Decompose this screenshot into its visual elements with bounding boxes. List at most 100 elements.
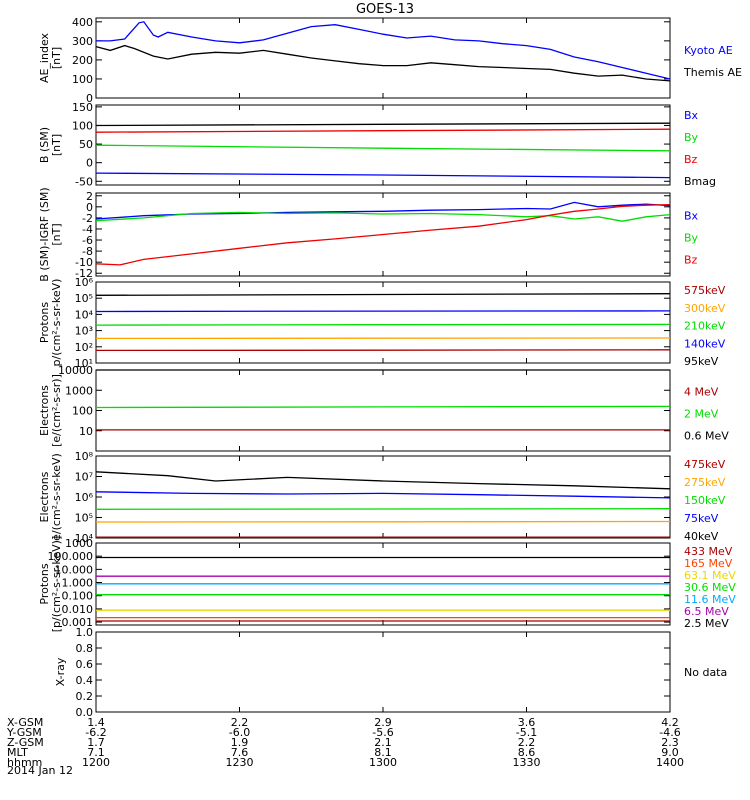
series-line-575kev — [95, 349, 671, 352]
legend-entry: 150keV — [684, 494, 726, 507]
legend-entry: 63.1 MeV — [684, 569, 736, 582]
y-tick-label: 10000 — [58, 364, 93, 377]
legend-entry: Bx — [684, 109, 699, 122]
panel-5: 10 100 1000 10000 Electrons [e/(cm²-s-sr)] 4 M… — [38, 364, 729, 452]
legend-entry: Kyoto AE — [684, 44, 733, 57]
series-line-bz — [95, 203, 671, 266]
x-tick-label: 1200 — [82, 756, 110, 769]
x-tick-label: 2.1 — [374, 736, 392, 749]
y-tick-label: 10⁶ — [75, 491, 94, 504]
legend-entry: Bz — [684, 153, 698, 166]
y-tick-label: 0.2 — [76, 690, 94, 703]
x-tick-label: 2.3 — [661, 736, 679, 749]
legend-entry: 275keV — [684, 476, 726, 489]
x-row-label: Y-GSM — [6, 726, 42, 739]
y-tick-label: 1.0 — [76, 626, 94, 639]
y-tick-label: 1.000 — [62, 577, 94, 590]
legend-entry: 433 MeV — [684, 545, 733, 558]
legend-entry: 75keV — [684, 512, 719, 525]
panel-3: -12-10-8-6-4-202 B (SM)-IGRF (SM) [nT] Bx By… — [38, 187, 699, 281]
y-axis-label: Protons — [38, 563, 51, 604]
y-tick-label: 10⁵ — [75, 512, 93, 525]
y-tick-label: -50 — [75, 175, 93, 188]
legend-entry: 140keV — [684, 337, 726, 350]
x-tick-label: 1.4 — [87, 716, 105, 729]
y-tick-label: 0.100 — [62, 590, 94, 603]
y-axis-label: Electrons — [38, 471, 51, 522]
panel-note: No data — [684, 666, 727, 679]
y-tick-label: 0.4 — [76, 674, 94, 687]
y-axis-label: [p/(cm²-s-sr-keV)] — [50, 536, 63, 633]
y-tick-label: 10⁵ — [75, 292, 93, 305]
x-tick-label: 8.6 — [518, 746, 536, 759]
panel-frame — [95, 631, 671, 713]
x-tick-label: 1230 — [226, 756, 254, 769]
legend-entry: Bmag — [684, 175, 716, 188]
series-line-275kev — [95, 520, 671, 523]
x-tick-label: -4.6 — [659, 726, 680, 739]
date-label: 2014 Jan 12 — [7, 764, 73, 777]
y-tick-label: 400 — [72, 16, 93, 29]
x-row-label: MLT — [7, 746, 28, 759]
y-tick-label: 0.6 — [76, 658, 94, 671]
panel-4: 10¹ 10² 10³ 10⁴ 10⁵ 10⁶ Protons p/(cm²-s-sr-keV… — [38, 276, 726, 370]
y-tick-label: 200 — [72, 54, 93, 67]
y-tick-label: 10 — [79, 425, 93, 438]
y-tick-label: 0.8 — [76, 642, 94, 655]
y-axis-label: Electrons — [38, 385, 51, 436]
panel-frame — [95, 104, 671, 186]
y-tick-label: 2 — [86, 190, 93, 203]
legend-entry: 4 MeV — [684, 386, 719, 399]
y-tick-label: -2 — [82, 212, 93, 225]
series-line-bz — [95, 128, 671, 133]
legend-entry: Bx — [684, 210, 699, 223]
y-axis-label: e/(cm²-s-sr-keV) — [50, 453, 63, 541]
x-tick-label: -6.2 — [85, 726, 106, 739]
legend-entry: 40keV — [684, 530, 719, 543]
series-line-by — [95, 144, 671, 152]
series-line-140kev — [95, 310, 671, 313]
x-tick-label: 1300 — [369, 756, 397, 769]
panel-6: 10⁴ 10⁵ 10⁶ 10⁷ 10⁸ Electrons e/(cm²-s-sr-keV)… — [38, 450, 726, 545]
y-axis-label: p/(cm²-s-sr-keV) — [50, 279, 63, 367]
plot-title: GOES-13 — [356, 2, 414, 17]
x-row-label: Z-GSM — [7, 736, 44, 749]
y-tick-label: 0 — [86, 92, 93, 105]
y-tick-label: -12 — [75, 267, 93, 280]
y-tick-label: 100 — [72, 405, 93, 418]
y-tick-label: 300 — [72, 35, 93, 48]
x-tick-label: 8.1 — [374, 746, 392, 759]
x-tick-label: 2.2 — [231, 716, 249, 729]
y-axis-label: Protons — [38, 302, 51, 343]
legend-entry: 6.5 MeV — [684, 605, 729, 618]
legend-entry: 30.6 MeV — [684, 581, 736, 594]
x-tick-label: -5.6 — [372, 726, 393, 739]
y-tick-label: 10¹ — [75, 357, 93, 370]
y-tick-label: 0.001 — [62, 616, 94, 629]
x-tick-label: 9.0 — [661, 746, 679, 759]
legend-entry: Themis AE — [683, 66, 742, 79]
y-axis-label: B (SM)-IGRF (SM) — [38, 187, 51, 281]
legend-entry: 165 MeV — [684, 557, 733, 570]
x-row-label: hhmm — [7, 756, 42, 769]
y-axis-label: AE_index — [38, 32, 51, 83]
y-tick-label: 10⁶ — [75, 276, 94, 289]
y-tick-label: -6 — [82, 234, 93, 247]
series-line-themis-ae — [95, 44, 671, 82]
y-tick-label: 0 — [86, 157, 93, 170]
panel-8: 0.0 0.2 0.4 0.6 0.8 1.0 X-ray No data — [54, 626, 727, 719]
y-axis-label: X-ray — [54, 657, 67, 686]
y-axis-label: [nT] — [50, 47, 63, 69]
y-tick-label: 10² — [75, 341, 93, 354]
x-tick-label: 2.9 — [374, 716, 392, 729]
y-tick-label: 1000 — [65, 537, 93, 550]
x-tick-label: 1400 — [656, 756, 684, 769]
legend-entry: Bz — [684, 254, 698, 267]
series-line-150kev — [95, 508, 671, 510]
legend-entry: 2.5 MeV — [684, 617, 729, 630]
x-tick-label: 1330 — [513, 756, 541, 769]
series-line-bmag — [95, 122, 671, 127]
